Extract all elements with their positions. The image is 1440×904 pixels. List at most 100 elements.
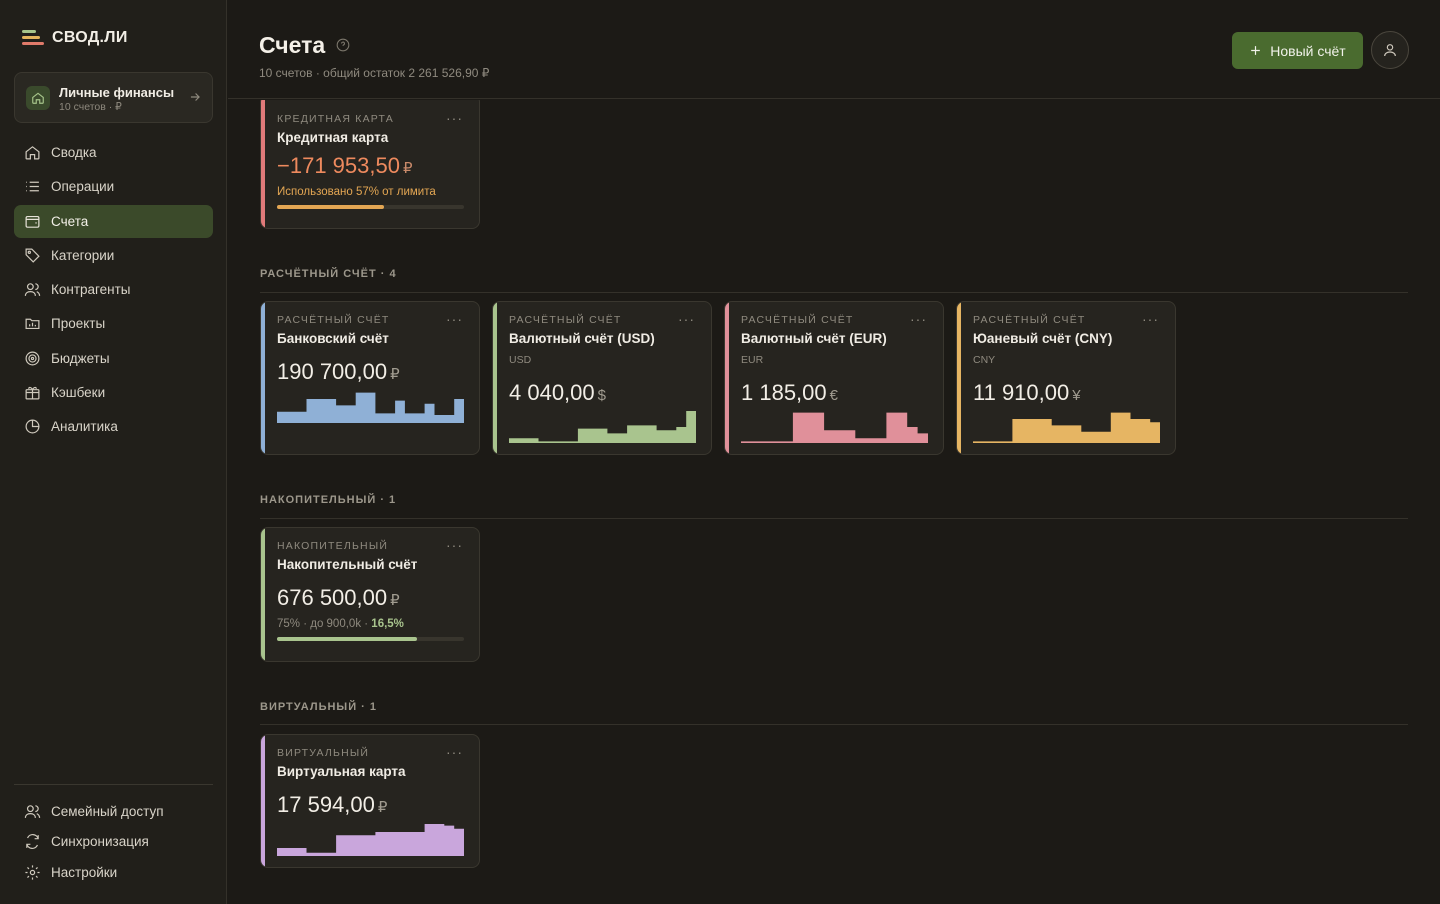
nav-item-family-access[interactable]: Семейный доступ bbox=[14, 796, 213, 826]
nav-item-operations[interactable]: Операции bbox=[14, 170, 213, 203]
users-icon bbox=[24, 283, 41, 297]
more-icon[interactable]: ··· bbox=[446, 537, 463, 553]
account-card-savings[interactable]: НАКОПИТЕЛЬНЫЙ ··· Накопительный счёт 676… bbox=[260, 527, 480, 662]
brand-name: СВОД.ЛИ bbox=[52, 29, 128, 46]
nav-label: Операции bbox=[51, 179, 115, 195]
nav-item-analytics[interactable]: Аналитика bbox=[14, 410, 213, 443]
nav-item-budgets[interactable]: Бюджеты bbox=[14, 342, 213, 375]
sparkline-usd bbox=[509, 411, 696, 443]
section-divider bbox=[260, 724, 1408, 725]
card-name: Валютный счёт (EUR) bbox=[741, 331, 887, 346]
section-divider bbox=[260, 518, 1408, 519]
more-icon[interactable]: ··· bbox=[446, 311, 463, 327]
logo-icon bbox=[22, 29, 44, 47]
nav-item-settings[interactable]: Настройки bbox=[14, 857, 213, 887]
more-icon[interactable]: ··· bbox=[446, 744, 463, 760]
plus-icon bbox=[1251, 46, 1261, 55]
nav-item-cashbacks[interactable]: Кэшбеки bbox=[14, 376, 213, 409]
card-type: НАКОПИТЕЛЬНЫЙ bbox=[277, 540, 389, 552]
card-currency: EUR bbox=[741, 354, 764, 366]
savings-goal-note: 75% · до 900,0k · 16,5% bbox=[277, 618, 404, 630]
user-icon bbox=[1384, 44, 1396, 57]
nav-item-accounts[interactable]: Счета bbox=[14, 204, 213, 238]
nav-label: Контрагенты bbox=[51, 282, 131, 298]
brand[interactable]: СВОД.ЛИ bbox=[22, 29, 128, 47]
savings-goal-bar bbox=[277, 637, 464, 641]
card-name: Кредитная карта bbox=[277, 130, 389, 145]
card-amount: 190 700,00 ₽ bbox=[277, 359, 400, 384]
nav-label: Категории bbox=[51, 247, 115, 263]
savings-goal-fill bbox=[277, 637, 418, 641]
nav-label: Аналитика bbox=[51, 419, 118, 435]
card-currency: CNY bbox=[973, 354, 996, 366]
nav-label: Проекты bbox=[51, 316, 106, 332]
card-type: РАСЧЁТНЫЙ СЧЁТ bbox=[741, 314, 854, 326]
more-icon[interactable]: ··· bbox=[446, 110, 463, 126]
card-type: РАСЧЁТНЫЙ СЧЁТ bbox=[509, 314, 622, 326]
user-avatar[interactable] bbox=[1371, 31, 1409, 69]
help-icon[interactable] bbox=[336, 38, 350, 57]
nav-label: Семейный доступ bbox=[51, 803, 164, 819]
card-amount: −171 953,50 ₽ bbox=[277, 153, 413, 178]
account-card-bank[interactable]: РАСЧЁТНЫЙ СЧЁТ ··· Банковский счёт 190 7… bbox=[260, 301, 480, 455]
sparkline-area bbox=[973, 412, 1160, 443]
folder-icon bbox=[25, 319, 40, 330]
nav-item-summary[interactable]: Сводка bbox=[14, 136, 213, 169]
sparkline-bank bbox=[277, 392, 464, 423]
main-nav: Сводка Операции Счета Категории Контраге… bbox=[14, 136, 213, 445]
card-type: КРЕДИТНАЯ КАРТА bbox=[277, 113, 395, 125]
nav-item-categories[interactable]: Категории bbox=[14, 239, 213, 272]
nav-label: Синхронизация bbox=[51, 834, 149, 849]
wallet-icon bbox=[25, 215, 40, 228]
gift-icon bbox=[25, 386, 40, 400]
sparkline-area bbox=[741, 412, 928, 443]
new-account-label: Новый счёт bbox=[1270, 42, 1346, 59]
account-card-credit[interactable]: КРЕДИТНАЯ КАРТА ··· Кредитная карта −171… bbox=[260, 100, 480, 229]
nav-label: Счета bbox=[51, 213, 89, 229]
more-icon[interactable]: ··· bbox=[910, 311, 927, 327]
sidebar: СВОД.ЛИ Личные финансы 10 счетов · ₽ Сво… bbox=[0, 0, 227, 904]
card-name: Юаневый счёт (CNY) bbox=[973, 331, 1113, 346]
more-icon[interactable]: ··· bbox=[1142, 311, 1159, 327]
account-card-cny[interactable]: РАСЧЁТНЫЙ СЧЁТ ··· Юаневый счёт (CNY) CN… bbox=[956, 301, 1176, 455]
account-card-virtual[interactable]: ВИРТУАЛЬНЫЙ ··· Виртуальная карта 17 594… bbox=[260, 734, 480, 868]
sparkline-eur bbox=[741, 412, 928, 443]
account-card-usd[interactable]: РАСЧЁТНЫЙ СЧЁТ ··· Валютный счёт (USD) U… bbox=[492, 301, 712, 455]
account-card-eur[interactable]: РАСЧЁТНЫЙ СЧЁТ ··· Валютный счёт (EUR) E… bbox=[724, 301, 944, 455]
card-type: ВИРТУАЛЬНЫЙ bbox=[277, 747, 370, 759]
section-divider bbox=[260, 292, 1408, 293]
bottom-nav: Семейный доступ Синхронизация Настройки bbox=[14, 796, 213, 888]
sync-icon bbox=[26, 834, 39, 849]
list-icon bbox=[26, 181, 39, 192]
new-account-button[interactable]: Новый счёт bbox=[1232, 32, 1363, 69]
card-type: РАСЧЁТНЫЙ СЧЁТ bbox=[973, 314, 1086, 326]
sparkline-area bbox=[277, 392, 464, 423]
target-icon bbox=[25, 351, 40, 366]
nav-label: Кэшбеки bbox=[51, 385, 106, 401]
page-title: Счета bbox=[259, 32, 326, 58]
card-name: Банковский счёт bbox=[277, 331, 389, 346]
card-amount: 11 910,00 ¥ bbox=[973, 380, 1081, 405]
nav-item-counterparties[interactable]: Контрагенты bbox=[14, 273, 213, 306]
sparkline-cny bbox=[973, 412, 1160, 443]
card-currency: USD bbox=[509, 354, 532, 366]
nav-item-projects[interactable]: Проекты bbox=[14, 307, 213, 340]
sparkline-area bbox=[277, 824, 464, 856]
home-icon bbox=[26, 86, 50, 110]
accounts-main: КРЕДИТНАЯ КАРТА ··· Кредитная карта −171… bbox=[228, 100, 1440, 904]
savings-rate: 16,5% bbox=[371, 618, 404, 630]
pie-chart-icon bbox=[25, 419, 40, 434]
arrow-right-icon bbox=[188, 90, 202, 109]
section-label-virtual: ВИРТУАЛЬНЫЙ · 1 bbox=[260, 701, 377, 713]
card-amount: 17 594,00 ₽ bbox=[277, 792, 388, 817]
credit-limit-fill bbox=[277, 205, 384, 209]
more-icon[interactable]: ··· bbox=[678, 311, 695, 327]
nav-item-sync[interactable]: Синхронизация bbox=[14, 827, 213, 857]
card-amount: 676 500,00 ₽ bbox=[277, 585, 400, 610]
nav-label: Бюджеты bbox=[51, 350, 110, 366]
gear-icon bbox=[25, 864, 40, 880]
workspace-title: Личные финансы bbox=[59, 85, 175, 100]
workspace-switcher[interactable]: Личные финансы 10 счетов · ₽ bbox=[14, 72, 213, 123]
workspace-subtitle: 10 счетов · ₽ bbox=[59, 101, 122, 113]
credit-limit-bar bbox=[277, 205, 464, 209]
